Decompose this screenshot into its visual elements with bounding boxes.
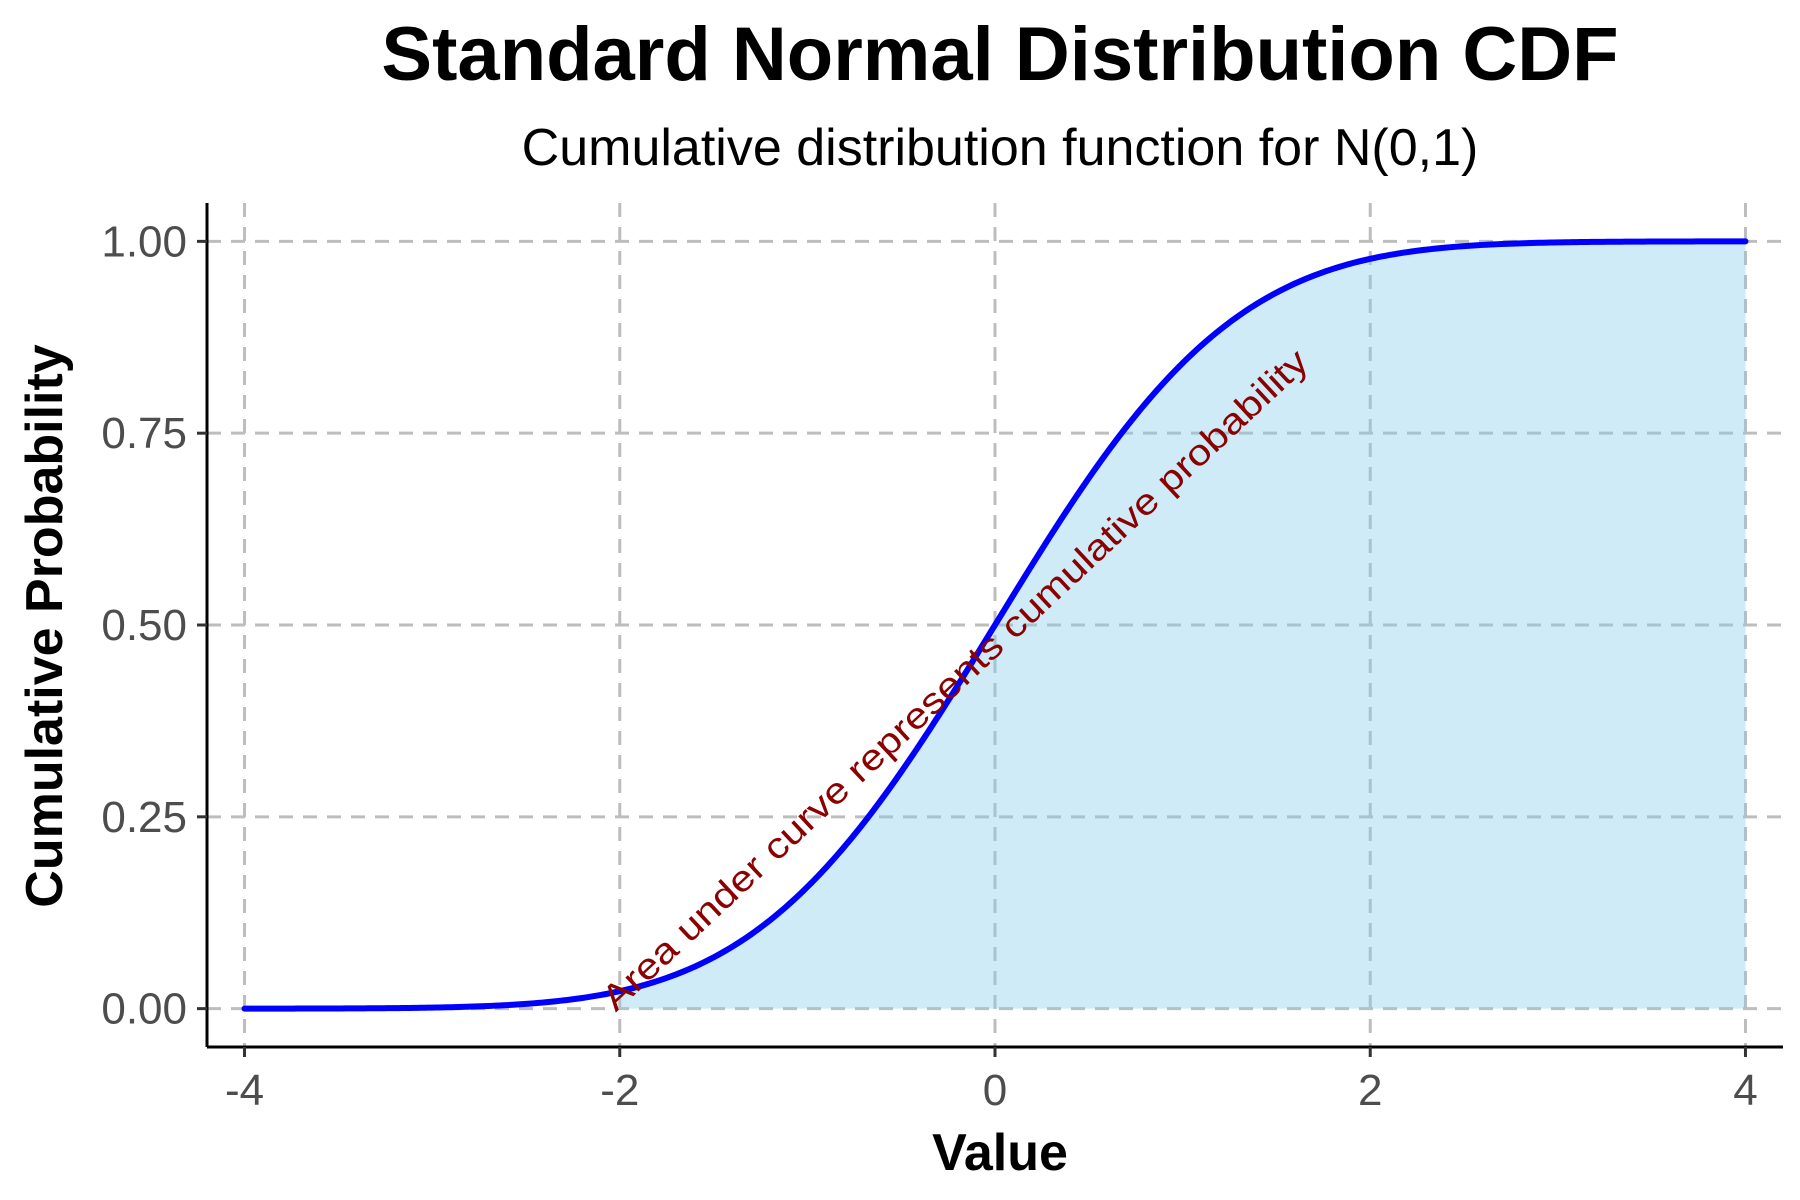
- x-tick-label: 2: [1358, 1066, 1382, 1115]
- x-tick-labels: -4 -2 0 2 4: [225, 1047, 1758, 1115]
- x-tick-label: 4: [1733, 1066, 1757, 1115]
- y-tick-label: 0.00: [101, 985, 187, 1034]
- y-tick-labels: 0.00 0.25 0.50 0.75 1.00: [101, 217, 207, 1034]
- y-axis-title: Cumulative Probability: [16, 344, 74, 908]
- x-tick-label: 0: [983, 1066, 1007, 1115]
- y-tick-label: 0.50: [101, 601, 187, 650]
- y-tick-label: 0.75: [101, 409, 187, 458]
- cdf-curve-line: [241, 238, 1749, 1012]
- cumulative-area-fill: [619, 241, 1746, 1009]
- chart-subtitle: Cumulative distribution function for N(0…: [522, 119, 1479, 177]
- x-axis-title: Value: [932, 1124, 1068, 1182]
- y-tick-label: 0.25: [101, 793, 187, 842]
- x-tick-label: -2: [600, 1066, 639, 1115]
- y-tick-label: 1.00: [101, 217, 187, 266]
- x-tick-label: -4: [225, 1066, 264, 1115]
- chart-title: Standard Normal Distribution CDF: [381, 12, 1618, 97]
